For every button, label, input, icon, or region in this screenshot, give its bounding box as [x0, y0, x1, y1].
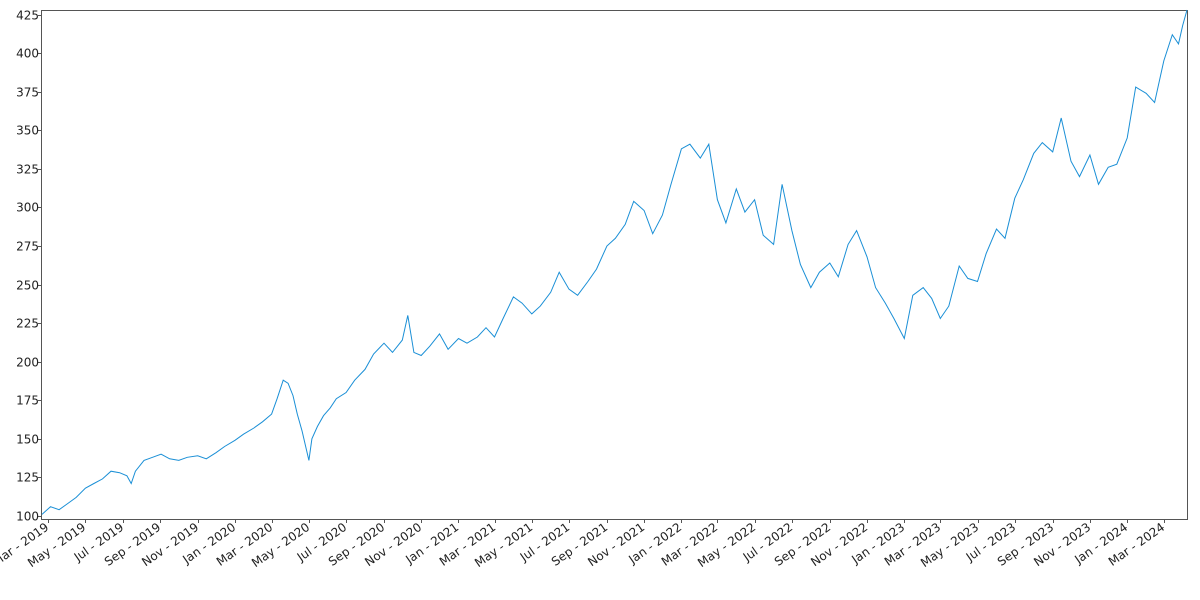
- y-tick-label: 250: [16, 279, 39, 293]
- y-tick-label: 375: [16, 86, 39, 100]
- y-tick-label: 275: [16, 240, 39, 254]
- y-tick-label: 175: [16, 394, 39, 408]
- y-tick-label: 425: [16, 9, 39, 23]
- y-tick-label: 100: [16, 510, 39, 524]
- y-tick-label: 150: [16, 433, 39, 447]
- y-axis: 100 125 150 175 200 225 250 275 300 325 350 375 400 4…: [16, 9, 42, 524]
- y-tick-label: 325: [16, 163, 39, 177]
- y-tick-label: 400: [16, 47, 39, 61]
- plot-frame: [41, 10, 1188, 520]
- y-tick-label: 300: [16, 201, 39, 215]
- y-tick-label: 225: [16, 317, 39, 331]
- y-tick-label: 350: [16, 124, 39, 138]
- price-series-line: [41, 9, 1188, 515]
- y-tick-label: 125: [16, 471, 39, 485]
- y-tick-label: 200: [16, 356, 39, 370]
